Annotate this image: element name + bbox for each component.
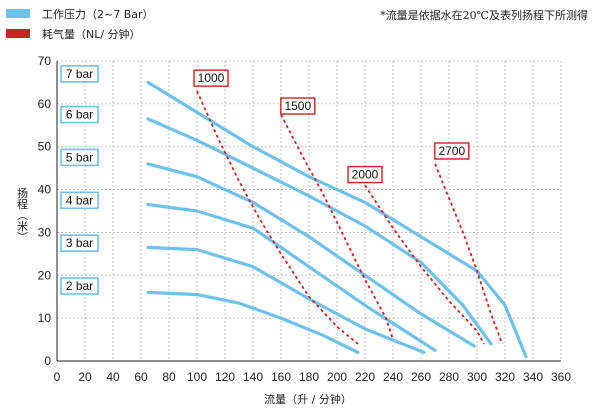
x-tick-label: 320 — [495, 370, 515, 384]
y-tick-label: 40 — [38, 183, 52, 197]
x-tick-label: 180 — [299, 370, 319, 384]
air-label-text: 1500 — [284, 99, 311, 113]
x-tick-label: 100 — [187, 370, 207, 384]
legend-swatch-air — [6, 29, 30, 38]
pressure-curve-6-bar — [146, 117, 493, 346]
curve-label-box — [60, 277, 99, 295]
x-tick-label: 360 — [551, 370, 571, 384]
curve-label-text: 3 bar — [66, 236, 93, 250]
y-tick-label: 70 — [38, 54, 52, 68]
x-tick-label: 140 — [243, 370, 263, 384]
curve-label-text: 2 bar — [66, 279, 93, 293]
legend-label-pressure: 工作压力（2~7 Bar） — [42, 8, 154, 21]
pressure-curve-3-bar — [146, 245, 426, 354]
pressure-curve-labels: 7 bar 6 bar 5 bar 4 bar 3 bar 2 bar — [60, 65, 99, 295]
y-tick-labels: 0 10 20 30 40 50 60 70 — [38, 54, 52, 368]
legend-label-air: 耗气量（NL/ 分钟） — [42, 27, 141, 41]
curve-label-box — [60, 191, 99, 210]
air-label-text: 2700 — [438, 144, 465, 158]
curve-label-box — [60, 148, 99, 167]
x-tick-label: 240 — [383, 370, 403, 384]
pressure-curve-2-bar — [146, 290, 360, 354]
axes — [56, 61, 561, 362]
y-tick-label: 20 — [38, 268, 52, 282]
curve-label-box — [60, 105, 99, 124]
pressure-curve-7-bar — [146, 80, 528, 359]
x-tick-labels: 0 20 40 60 80 100 120 140 160 180 200 220 240 260 280 3… — [54, 370, 572, 384]
y-tick-label: 60 — [38, 97, 52, 111]
air-curve-2700 — [434, 163, 504, 345]
y-tick-label: 50 — [38, 140, 52, 154]
air-curve-2000 — [364, 184, 485, 345]
air-curve-1500 — [280, 114, 394, 340]
x-tick-label: 200 — [327, 370, 347, 384]
x-tick-label: 0 — [54, 370, 61, 384]
x-tick-label: 340 — [523, 370, 543, 384]
legend: 工作压力（2~7 Bar） 耗气量（NL/ 分钟） — [6, 8, 154, 41]
curve-label-text: 6 bar — [66, 108, 93, 122]
air-label-box — [280, 97, 316, 115]
air-label-box — [347, 165, 383, 184]
x-tick-label: 60 — [134, 370, 148, 384]
x-axis-label: 流量（升 / 分钟） — [264, 392, 352, 406]
air-label-text: 2000 — [352, 168, 379, 182]
legend-swatch-pressure — [6, 9, 30, 18]
x-tick-label: 20 — [78, 370, 92, 384]
x-tick-label: 80 — [162, 370, 176, 384]
pressure-curve-5-bar — [146, 162, 476, 348]
x-tick-label: 160 — [271, 370, 291, 384]
curve-label-text: 7 bar — [66, 67, 93, 81]
curve-label-box — [60, 65, 99, 83]
air-label-box — [193, 69, 229, 87]
series-lines — [146, 80, 528, 359]
x-tick-label: 280 — [439, 370, 459, 384]
x-tick-label: 260 — [411, 370, 431, 384]
curve-label-box — [60, 234, 99, 252]
air-consumption-labels: 1000 1500 2000 2700 — [193, 69, 470, 184]
pressure-curve-4-bar — [146, 203, 437, 352]
y-tick-label: 30 — [38, 225, 52, 239]
y-tick-label: 10 — [38, 311, 52, 325]
x-tick-label: 300 — [467, 370, 487, 384]
curve-label-text: 5 bar — [66, 150, 93, 164]
y-axis-label: 扬程（米） — [16, 186, 29, 242]
measurement-note: *流量是依据水在20℃及表列扬程下所测得 — [380, 8, 588, 22]
air-curve-1000 — [196, 90, 359, 345]
air-label-box — [434, 142, 470, 160]
x-tick-label: 120 — [215, 370, 235, 384]
air-label-text: 1000 — [198, 71, 225, 85]
x-tick-label: 220 — [355, 370, 375, 384]
y-tick-label: 0 — [44, 354, 51, 368]
curve-label-text: 4 bar — [66, 193, 93, 207]
x-tick-label: 40 — [106, 370, 120, 384]
